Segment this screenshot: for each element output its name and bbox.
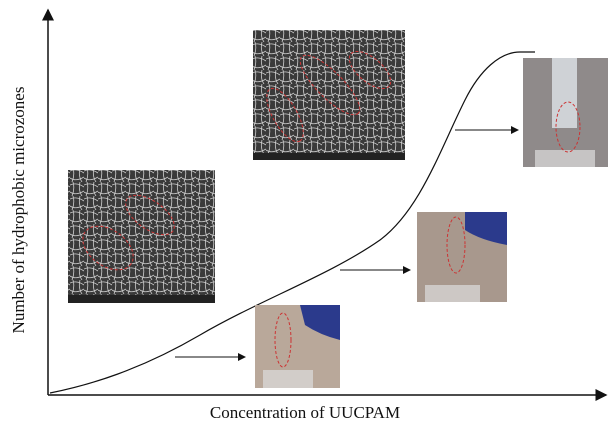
photo-2 — [417, 212, 507, 302]
trend-curve — [49, 51, 535, 394]
sem-image-low — [68, 170, 215, 303]
photo-1 — [255, 305, 340, 388]
photo-3 — [523, 58, 608, 167]
sem-image-high — [253, 30, 405, 160]
y-axis-label: Number of hydrophobic microzones — [9, 87, 28, 334]
x-axis-label: Concentration of UUCPAM — [210, 403, 400, 422]
